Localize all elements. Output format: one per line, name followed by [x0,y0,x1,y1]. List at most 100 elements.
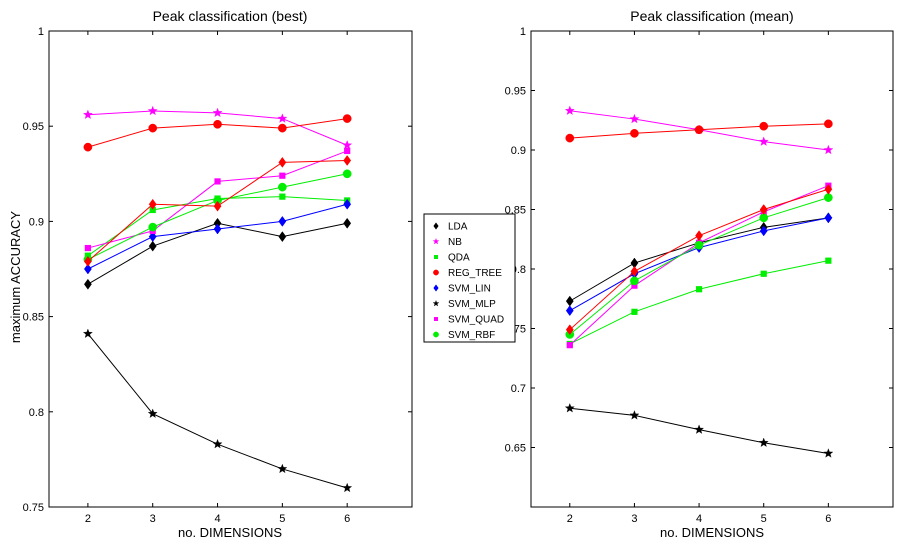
legend-entry: SVM_MLP [432,299,496,310]
data-point [564,403,575,413]
x-tick-label: 4 [696,513,702,525]
series-svm-lin-mean [565,212,833,317]
series-line [87,333,348,489]
data-point [82,109,93,119]
plot-area-mean [530,30,894,508]
x-tick-label: 2 [85,513,91,525]
data-point [148,198,157,210]
data-point [566,342,573,349]
legend-marker [433,331,439,338]
legend-marker [432,300,440,307]
x-tick-label: 6 [344,513,350,525]
legend-entry: SVM_RBF [433,330,495,341]
panel-best: Peak classification (best) no. DIMENSION… [8,8,413,540]
y-tick-label: 0.85 [23,312,44,324]
legend-entry: QDA [434,253,470,264]
legend-label: SVM_RBF [448,330,495,341]
data-point [147,105,158,116]
data-point [823,144,834,155]
data-point [342,114,352,123]
legend-marker [433,284,439,292]
data-point [212,438,223,449]
x-tick-label: 2 [567,513,573,525]
series-line [87,173,348,260]
panel-mean-xlabel: no. DIMENSIONS [660,525,764,540]
data-point [565,295,574,307]
data-point [83,142,93,152]
data-point [278,156,287,168]
data-point [342,482,353,493]
data-point [84,244,91,252]
data-point [823,448,834,458]
y-tick-label: 0.65 [505,443,526,455]
legend-marker [434,255,438,259]
legend-label: REG_TREE [448,268,502,279]
data-point [342,169,352,179]
x-tick-label: 6 [825,513,831,525]
data-point [83,278,92,290]
data-point [344,147,351,155]
y-tick-label: 0.9 [29,216,44,228]
data-point [343,198,352,210]
data-point [82,328,93,338]
data-point [824,183,833,195]
data-point [279,172,286,179]
data-point [148,240,157,252]
legend-label: NB [448,237,462,248]
legend-marker [433,269,439,276]
series-svm-quad-mean [566,182,832,349]
series-nb-best [82,105,353,150]
data-point [343,155,352,166]
legend-label: LDA [448,222,468,233]
legend-entry: SVM_LIN [433,284,491,295]
data-point [629,113,640,124]
series-qda-mean [566,257,832,348]
data-point [824,212,833,224]
legend-entry: SVM_QUAD [434,315,504,326]
data-point [695,230,703,242]
legend: LDA NB QDA REG_TREE SVM_LIN SVM_MLP SVM_QUAD SV… [423,213,516,343]
series-reg-tree-best [83,114,352,152]
panel-best-title: Peak classification (best) [153,8,308,24]
series-line [87,203,348,270]
data-point [149,206,156,214]
series-svm-lin-best [83,198,352,275]
legend-label: SVM_MLP [448,299,496,310]
data-point [212,107,223,118]
legend-entry: LDA [433,222,468,233]
y-tick-label: 0.7 [511,383,526,395]
x-tick-label: 5 [761,513,767,525]
y-tick-label: 0.8 [29,407,44,419]
data-point [694,125,704,135]
data-point [565,305,574,317]
data-point [343,217,352,229]
data-point [148,123,158,133]
y-tick-label: 0.75 [23,502,44,514]
panel-mean: Peak classification (mean) no. DIMENSION… [505,8,894,540]
series-svm-mlp-best [82,328,353,493]
series-svm-rbf-mean [565,193,833,339]
y-tick-label: 0.95 [23,121,44,133]
data-point [825,257,832,264]
data-point [695,286,703,293]
legend-entry: REG_TREE [433,268,502,279]
data-point [83,263,92,275]
series-lda-best [83,217,352,290]
data-point [824,119,833,129]
data-point [759,213,769,223]
x-tick-label: 3 [150,513,156,525]
data-point [630,276,639,286]
data-point [148,222,158,232]
data-point [278,215,287,227]
series-line [569,197,829,335]
data-point [342,140,353,150]
x-tick-label: 4 [214,513,220,525]
y-tick-label: 1 [38,26,44,38]
data-point [758,437,769,447]
data-point [564,105,575,115]
data-point [630,265,639,277]
data-point [83,255,92,267]
series-line [569,188,829,331]
